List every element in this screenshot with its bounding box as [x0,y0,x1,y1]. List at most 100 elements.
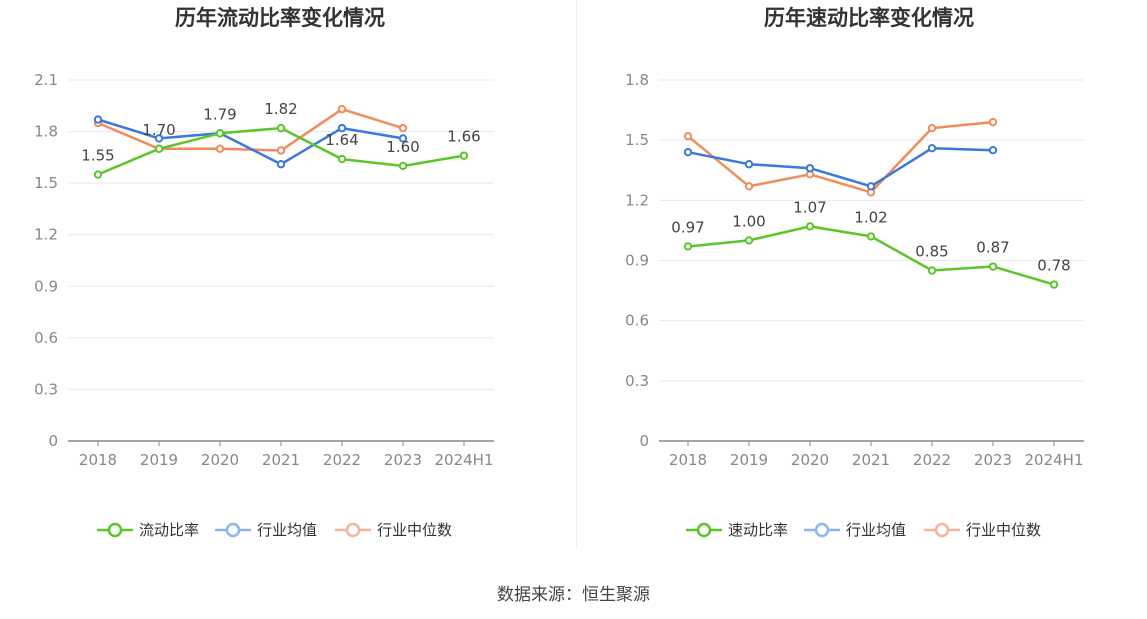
data-point[interactable] [927,266,937,275]
data-point[interactable] [805,164,815,173]
data-point[interactable] [93,170,103,179]
y-tick-label: 1.5 [625,131,649,149]
y-tick-label: 0 [48,432,58,450]
data-label: 1.70 [142,121,175,139]
data-point[interactable] [683,131,693,141]
legend-marker [345,522,361,538]
y-tick-label: 2.1 [34,71,58,89]
x-tick-label: 2020 [791,451,829,469]
data-label: 1.55 [81,147,114,165]
quick-ratio-chart-panel: 历年速动比率变化情况 0 0.3 0.6 0.9 1.2 1.5 1.8 2018 2019 202… [577,0,1147,560]
legend-marker [934,522,950,538]
data-label: 0.97 [671,218,704,236]
chart-divider [576,0,577,548]
data-point[interactable] [866,182,876,191]
x-tick-label: 2022 [913,451,951,469]
data-label: 1.02 [854,208,887,226]
data-point[interactable] [276,146,286,155]
quick-ratio-chart: 历年速动比率变化情况 0 0.3 0.6 0.9 1.2 1.5 1.8 2018 2019 202… [625,6,1084,539]
data-point[interactable] [337,123,347,133]
data-point[interactable] [337,154,347,164]
legend-item-0[interactable]: 流动比率 [97,521,199,539]
y-tick-label: 0.9 [34,277,58,295]
data-point[interactable] [154,144,164,153]
y-tick-label: 0.3 [625,372,649,390]
data-label: 1.07 [793,198,826,216]
chart-title: 历年流动比率变化情况 [175,6,385,30]
y-tick-label: 1.2 [34,226,58,244]
legend-label: 流动比率 [139,521,199,539]
data-point[interactable] [805,222,815,231]
y-tick-label: 0 [639,432,649,450]
legend-marker [814,522,830,538]
x-tick-label: 2020 [201,451,239,469]
data-point[interactable] [398,161,408,171]
data-point[interactable] [1049,280,1059,289]
legend-label: 行业均值 [257,521,317,539]
series-line-1 [687,146,994,188]
data-point[interactable] [988,262,998,271]
y-tick-label: 0.6 [34,329,58,347]
y-tick-label: 1.8 [625,71,649,89]
chart-title: 历年速动比率变化情况 [764,6,974,30]
x-tick-label: 2018 [669,451,707,469]
legend-marker [107,522,123,538]
series-line-1 [97,118,404,166]
data-point[interactable] [337,105,347,114]
x-tick-label: 2023 [974,451,1012,469]
data-label: 1.79 [203,105,236,123]
y-tick-label: 1.2 [625,191,649,209]
data-point[interactable] [459,151,469,160]
data-point[interactable] [398,123,408,133]
series-line-2 [687,120,994,194]
data-point[interactable] [683,148,693,157]
data-point[interactable] [744,160,754,169]
data-label: 1.60 [386,138,419,156]
data-point[interactable] [215,144,225,153]
y-tick-label: 1.5 [34,174,58,192]
x-tick-label: 2018 [79,451,117,469]
data-point[interactable] [398,134,408,143]
x-tick-label: 2021 [852,451,890,469]
legend-item-2[interactable]: 行业中位数 [335,521,452,539]
x-tick-label: 2019 [140,451,178,469]
data-point[interactable] [744,236,754,245]
data-label: 0.78 [1037,257,1070,275]
legend-label: 行业均值 [846,521,906,539]
legend-item-1[interactable]: 行业均值 [215,521,317,539]
data-point[interactable] [683,242,693,251]
data-point[interactable] [276,160,286,169]
y-tick-label: 0.3 [34,380,58,398]
legend-marker [225,522,241,538]
legend-marker [696,522,712,538]
y-tick-label: 0.9 [625,252,649,270]
data-point[interactable] [988,117,998,127]
data-label: 1.00 [732,212,765,230]
legend-label: 行业中位数 [377,521,452,539]
data-label: 1.66 [447,128,480,146]
x-tick-label: 2024H1 [1025,451,1084,469]
data-point[interactable] [215,129,225,138]
data-point[interactable] [276,123,286,133]
data-label: 0.87 [976,239,1009,257]
data-point[interactable] [927,143,937,153]
data-label: 0.85 [915,243,948,261]
legend-item-0[interactable]: 速动比率 [686,521,788,539]
y-tick-label: 0.6 [625,312,649,330]
legend-item-1[interactable]: 行业均值 [804,521,906,539]
y-tick-label: 1.8 [34,123,58,141]
data-point[interactable] [988,145,998,155]
current-ratio-chart-panel: 历年流动比率变化情况 0 0.3 0.6 0.9 1.2 1.5 1.8 2.1 2018 2019… [0,0,570,560]
data-label: 1.64 [325,131,358,149]
data-point[interactable] [866,232,876,241]
current-ratio-chart: 历年流动比率变化情况 0 0.3 0.6 0.9 1.2 1.5 1.8 2.1 2018 2019… [34,6,494,539]
data-point[interactable] [744,182,754,191]
data-point[interactable] [154,134,164,143]
legend-label: 速动比率 [728,521,788,539]
x-tick-label: 2023 [384,451,422,469]
x-tick-label: 2021 [262,451,300,469]
x-tick-label: 2022 [323,451,361,469]
data-point[interactable] [927,123,937,133]
legend-item-2[interactable]: 行业中位数 [924,521,1041,539]
data-point[interactable] [93,115,103,124]
